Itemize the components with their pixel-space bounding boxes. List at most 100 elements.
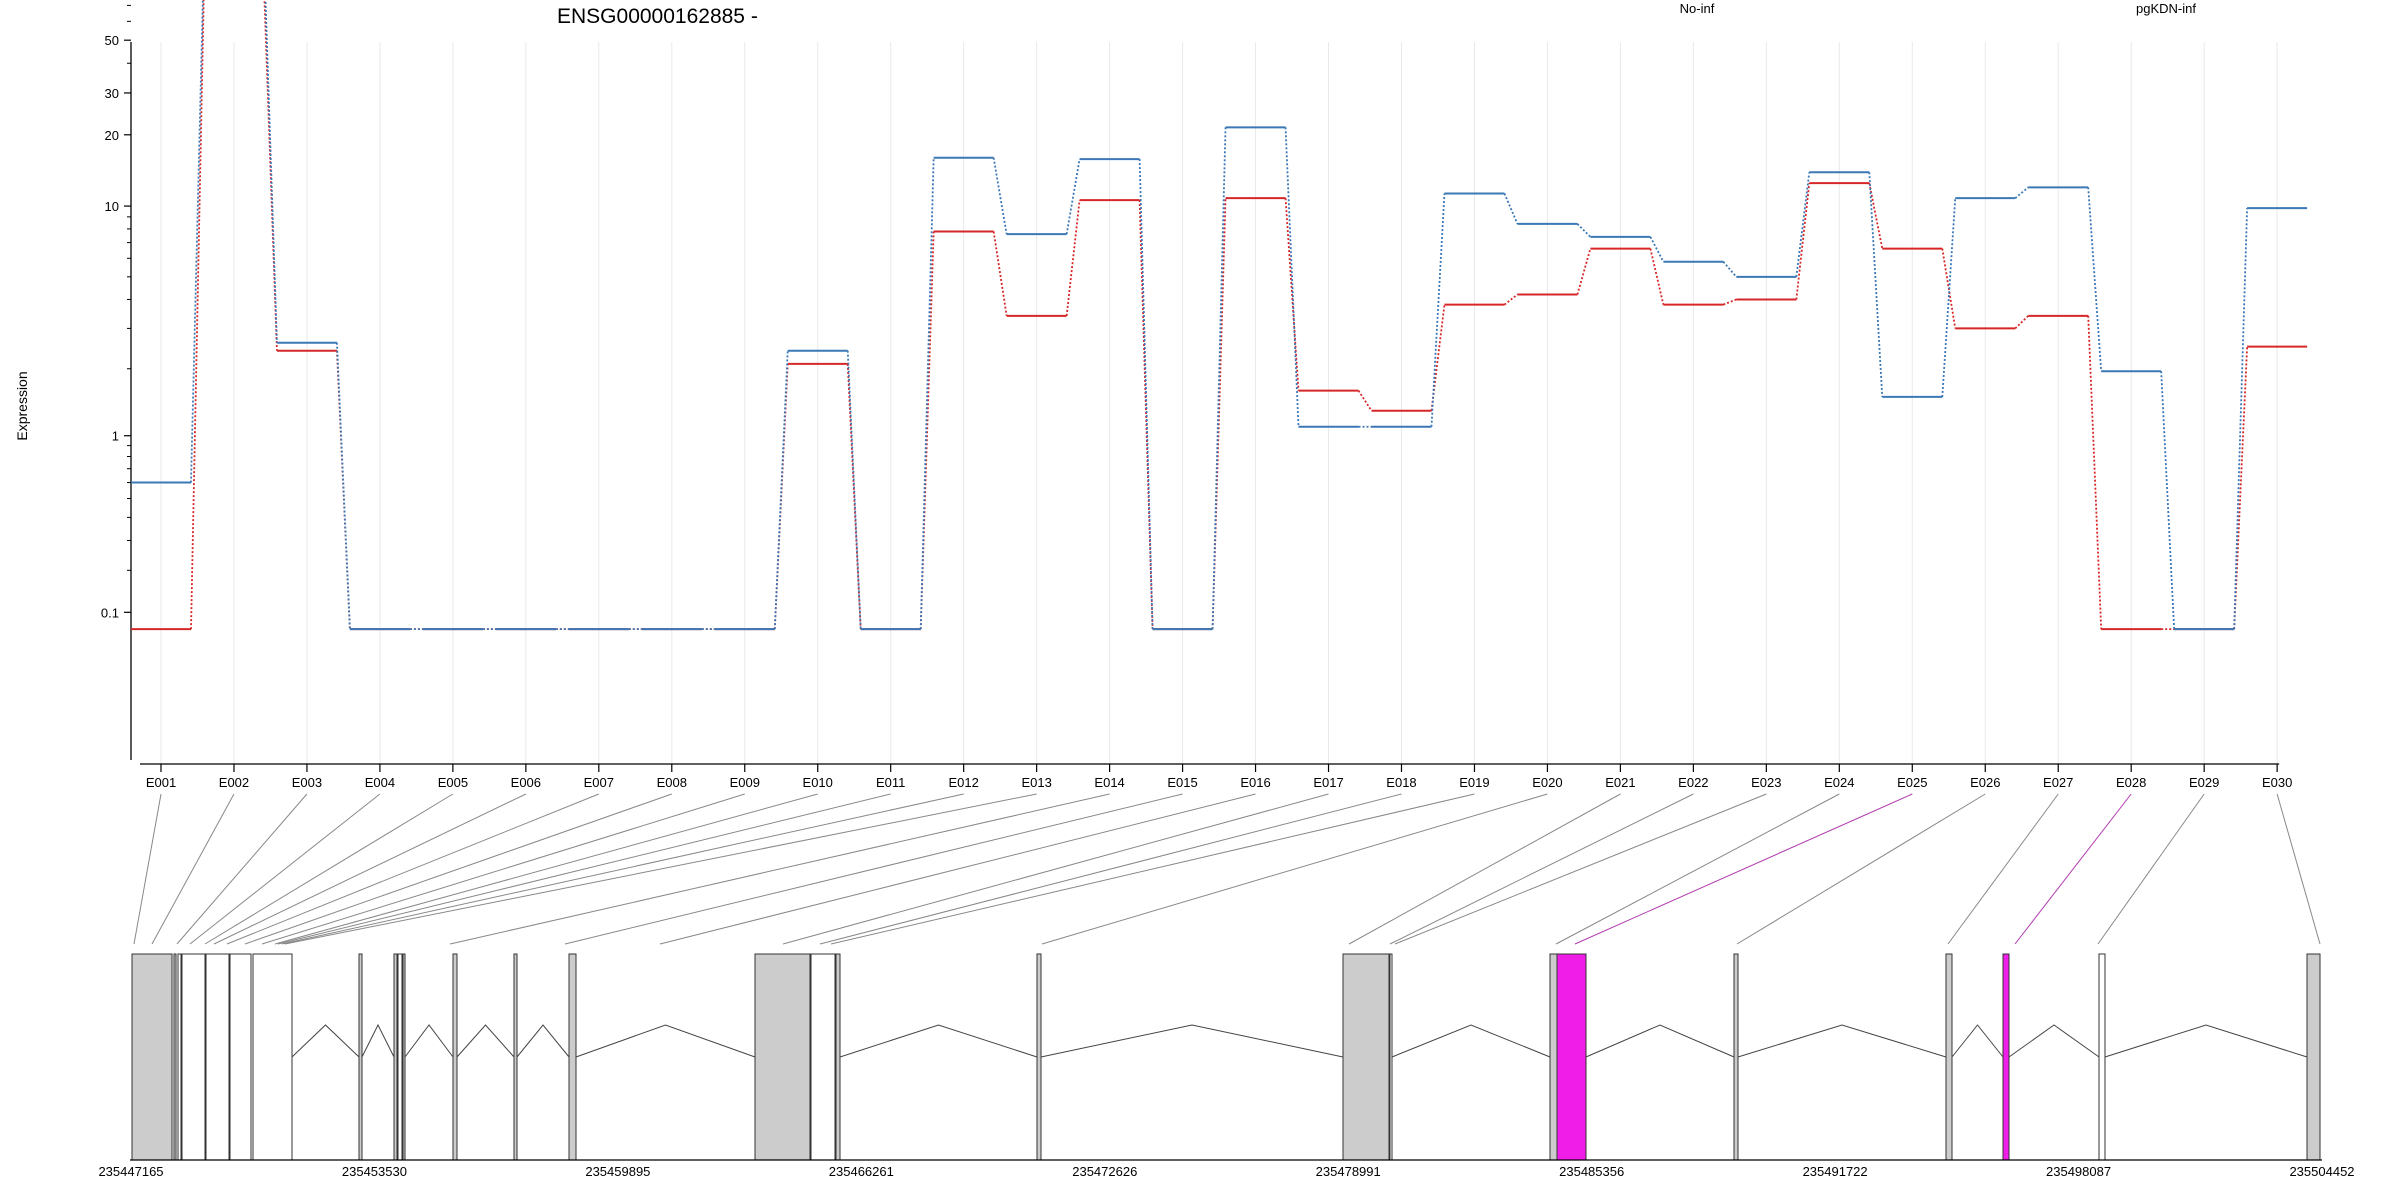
connector-line	[659, 793, 1256, 945]
exon-block	[177, 953, 182, 1161]
exon-block	[205, 953, 230, 1161]
exon-block	[252, 953, 293, 1161]
x-tick-label: E020	[1532, 775, 1562, 790]
x-tick-label: E019	[1459, 775, 1489, 790]
connector-line	[1348, 793, 1621, 945]
intron-line	[404, 1024, 454, 1058]
data-transition	[2014, 186, 2029, 199]
exon-block	[1036, 953, 1042, 1161]
x-tick-label: E017	[1313, 775, 1343, 790]
data-transition	[1211, 127, 1227, 630]
connector-line	[133, 793, 162, 945]
connector-line	[449, 793, 1110, 945]
data-transition	[2233, 208, 2249, 630]
coordinate-label: 235459895	[585, 1164, 650, 1179]
connector-line	[1555, 793, 1840, 945]
data-transition	[190, 0, 205, 630]
coordinate-label: 235447165	[98, 1164, 163, 1179]
data-transition	[2160, 371, 2176, 630]
legend-entry-pgkdn-inf: pgKDN-inf	[2136, 1, 2196, 16]
connector-line	[277, 793, 891, 945]
connector-line	[176, 793, 308, 945]
coordinate-label: 235485356	[1559, 1164, 1624, 1179]
y-tick-label: 0.1	[101, 605, 119, 620]
exon-block	[2306, 953, 2321, 1161]
exon-block	[810, 953, 836, 1161]
exon-block	[1733, 953, 1739, 1161]
x-tick-label: E021	[1605, 775, 1635, 790]
exon-block	[2098, 953, 2106, 1161]
connector-line	[782, 793, 1329, 945]
data-transition	[1795, 172, 1811, 277]
x-tick-label: E030	[2262, 775, 2292, 790]
coordinate-label: 235498087	[2046, 1164, 2111, 1179]
exon-block	[513, 953, 518, 1161]
x-tick-label: E014	[1094, 775, 1124, 790]
data-transition	[1649, 248, 1665, 305]
intron-line	[291, 1024, 360, 1058]
series-no-inf	[131, 0, 2308, 631]
exon-block	[1389, 953, 1393, 1161]
connector-line	[204, 793, 454, 945]
data-transition	[1795, 183, 1811, 300]
connector-line	[2014, 793, 2132, 945]
data-transition	[2087, 187, 2103, 372]
expression-series	[131, 0, 2308, 631]
connector-line	[1041, 793, 1548, 945]
x-tick-label: E004	[365, 775, 395, 790]
connector-line	[1394, 793, 1767, 945]
data-transition	[1138, 159, 1154, 630]
x-tick-label: E013	[1021, 775, 1051, 790]
genomic-coordinate-axis: 235447165 235453530 235459895 235466261 2354…	[98, 1164, 2354, 1179]
legend-entry-no-inf: No-inf	[1680, 1, 1715, 16]
data-transition	[1868, 172, 1884, 397]
coordinate-label: 235466261	[829, 1164, 894, 1179]
x-tick-label: E022	[1678, 775, 1708, 790]
exon-block	[754, 953, 811, 1161]
series-pgkdn-inf	[131, 0, 2308, 631]
data-transition	[1430, 193, 1446, 427]
y-tick-label: 50	[105, 33, 119, 48]
connector-line	[274, 793, 818, 945]
data-transition	[1941, 198, 1957, 397]
intron-line	[1391, 1024, 1551, 1058]
exon-block	[181, 953, 206, 1161]
data-transition	[2233, 346, 2249, 630]
intron-line	[575, 1024, 756, 1058]
x-tick-label: E007	[584, 775, 614, 790]
y-axis: 0.1110203050100	[101, 4, 132, 760]
data-transition	[1576, 248, 1592, 295]
data-transition	[1065, 158, 1081, 235]
exon-block	[402, 953, 406, 1161]
y-tick-label: 30	[105, 86, 119, 101]
data-transition	[2014, 315, 2029, 330]
exon-block	[131, 953, 173, 1161]
intron-line	[2008, 1024, 2100, 1058]
data-transition	[919, 157, 935, 630]
exon-block	[393, 953, 398, 1161]
chart-title: ENSG00000162885 -	[557, 5, 758, 28]
connector-line	[2097, 793, 2205, 945]
gene-model-track	[130, 953, 2322, 1161]
connector-line	[281, 793, 964, 945]
vertical-gridlines	[160, 42, 2278, 765]
intron-line	[1040, 1024, 1344, 1058]
data-transition	[1576, 223, 1592, 238]
connector-line	[2276, 793, 2321, 945]
connector-line	[151, 793, 235, 945]
connector-line	[819, 793, 1402, 945]
x-tick-label: E003	[292, 775, 322, 790]
x-tick-label: E027	[2043, 775, 2073, 790]
exon-connector-lines	[133, 793, 2321, 945]
data-transition	[1503, 293, 1518, 306]
x-tick-label: E016	[1240, 775, 1270, 790]
exon-block	[1342, 953, 1390, 1161]
x-tick-label: E010	[803, 775, 833, 790]
exon-block	[2002, 953, 2010, 1161]
connector-line	[1574, 793, 1913, 945]
y-axis-label: Expression	[14, 371, 30, 440]
x-tick-label: E011	[876, 775, 905, 790]
data-transition	[992, 157, 1008, 235]
coordinate-label: 235453530	[342, 1164, 407, 1179]
x-tick-label: E002	[219, 775, 249, 790]
